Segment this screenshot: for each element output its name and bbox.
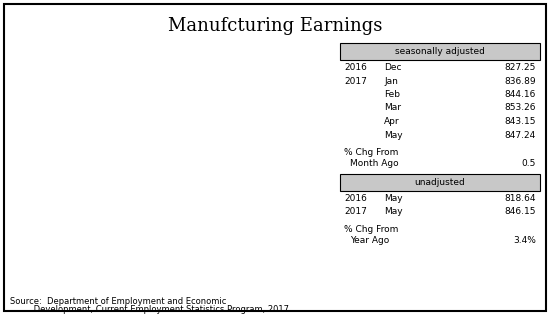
Text: May: May: [384, 194, 403, 203]
Text: In May 2017 dollars: In May 2017 dollars: [179, 225, 275, 235]
Text: 836.89: 836.89: [504, 77, 536, 85]
Text: Development, Current Employment Statistics Program, 2017: Development, Current Employment Statisti…: [10, 305, 289, 314]
Text: May: May: [384, 208, 403, 216]
Y-axis label: Average Weekly: Average Weekly: [19, 116, 29, 188]
Text: Feb: Feb: [384, 90, 400, 99]
Text: 847.24: 847.24: [505, 130, 536, 140]
FancyBboxPatch shape: [340, 43, 540, 60]
Text: Jan: Jan: [384, 77, 398, 85]
FancyBboxPatch shape: [4, 4, 546, 311]
Text: 2016: 2016: [344, 63, 367, 72]
Text: % Chg From: % Chg From: [344, 148, 398, 157]
Text: May: May: [384, 130, 403, 140]
Text: 0.5: 0.5: [521, 159, 536, 168]
Text: 846.15: 846.15: [504, 208, 536, 216]
Text: 827.25: 827.25: [505, 63, 536, 72]
Text: % Chg From: % Chg From: [344, 225, 398, 234]
Text: 2016: 2016: [344, 194, 367, 203]
Text: 2017: 2017: [344, 77, 367, 85]
Text: 844.16: 844.16: [505, 90, 536, 99]
Text: Source:  Department of Employment and Economic: Source: Department of Employment and Eco…: [10, 297, 227, 306]
Text: 3.4%: 3.4%: [513, 236, 536, 245]
Text: Apr: Apr: [384, 117, 400, 126]
Text: Dec: Dec: [384, 63, 402, 72]
Text: unadjusted: unadjusted: [415, 178, 465, 187]
Text: Year Ago: Year Ago: [350, 236, 389, 245]
Text: 818.64: 818.64: [504, 194, 536, 203]
Text: 2017: 2017: [344, 208, 367, 216]
Text: Mar: Mar: [384, 104, 401, 112]
Text: 853.26: 853.26: [504, 104, 536, 112]
Text: seasonally adjusted: seasonally adjusted: [395, 47, 485, 56]
FancyBboxPatch shape: [340, 174, 540, 191]
Text: Month Ago: Month Ago: [350, 159, 399, 168]
Text: Manufcturing Earnings: Manufcturing Earnings: [168, 17, 382, 35]
Text: 843.15: 843.15: [504, 117, 536, 126]
